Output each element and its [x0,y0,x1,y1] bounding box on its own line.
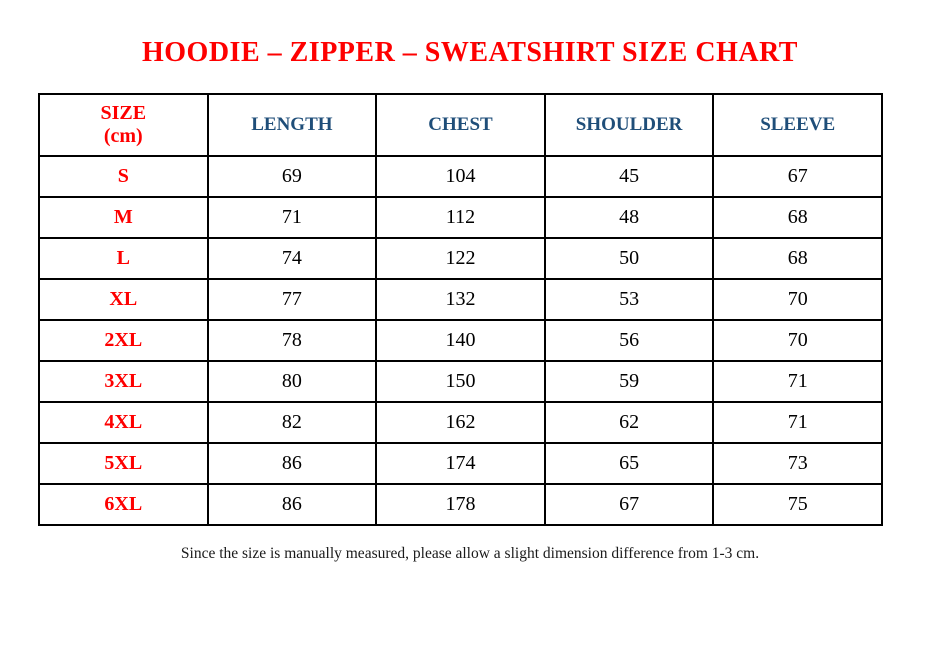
size-label: 4XL [38,400,209,444]
length-value: 78 [206,318,378,362]
size-label: L [38,236,209,280]
length-value: 86 [206,482,378,526]
length-value: 71 [206,195,378,239]
stray-dot: . [477,34,481,49]
page: { "page": { "stray_dot": ".", "title": "… [0,34,940,659]
shoulder-value: 56 [543,318,715,362]
length-value: 86 [206,441,378,485]
chest-value: 140 [375,318,546,362]
shoulder-value: 67 [543,482,715,526]
size-label: 3XL [38,359,209,403]
size-label: 6XL [38,482,209,526]
length-value: 82 [206,400,378,444]
chest-value: 150 [375,359,546,403]
sleeve-value: 73 [712,441,883,485]
sleeve-value: 71 [712,400,883,444]
sleeve-value: 75 [712,482,883,526]
table-row-s: S 69 104 45 67 [38,154,883,198]
length-value: 69 [206,154,378,198]
chest-value: 162 [375,400,546,444]
length-value: 80 [206,359,378,403]
chest-value: 122 [375,236,546,280]
size-header-line1: SIZE [100,101,147,124]
chest-value: 132 [375,277,546,321]
table-row-5xl: 5XL 86 174 65 73 [38,441,883,485]
length-value: 74 [206,236,378,280]
chest-value: 112 [375,195,546,239]
table-row-4xl: 4XL 82 162 62 71 [38,400,883,444]
column-header-sleeve: SLEEVE [712,92,883,157]
sleeve-value: 68 [712,195,883,239]
size-label: XL [38,277,209,321]
header-row: SIZE (cm) LENGTH CHEST SHOULDER SLEEVE [38,92,883,157]
shoulder-value: 48 [543,195,715,239]
sleeve-value: 70 [712,277,883,321]
size-label: 5XL [38,441,209,485]
sleeve-value: 67 [712,154,883,198]
table-row-l: L 74 122 50 68 [38,236,883,280]
table-row-xl: XL 77 132 53 70 [38,277,883,321]
chest-value: 104 [375,154,546,198]
shoulder-value: 53 [543,277,715,321]
shoulder-value: 59 [543,359,715,403]
size-label: S [38,154,209,198]
size-label: 2XL [38,318,209,362]
table-row-m: M 71 112 48 68 [38,195,883,239]
shoulder-value: 50 [543,236,715,280]
table-row-6xl: 6XL 86 178 67 75 [38,482,883,526]
sleeve-value: 70 [712,318,883,362]
column-header-size: SIZE (cm) [38,92,209,157]
size-chart-table: SIZE (cm) LENGTH CHEST SHOULDER SLEEVE S… [38,92,883,526]
sleeve-value: 71 [712,359,883,403]
column-header-chest: CHEST [375,92,546,157]
shoulder-value: 45 [543,154,715,198]
sleeve-value: 68 [712,236,883,280]
chest-value: 174 [375,441,546,485]
chest-value: 178 [375,482,546,526]
column-header-shoulder: SHOULDER [543,92,715,157]
page-title: HOODIE – ZIPPER – SWEATSHIRT SIZE CHART [142,37,798,68]
column-header-length: LENGTH [206,92,378,157]
footnote: Since the size is manually measured, ple… [180,544,760,562]
length-value: 77 [206,277,378,321]
table-row-3xl: 3XL 80 150 59 71 [38,359,883,403]
shoulder-value: 65 [543,441,715,485]
table-row-2xl: 2XL 78 140 56 70 [38,318,883,362]
size-header-line2: (cm) [103,124,143,147]
size-label: M [38,195,209,239]
shoulder-value: 62 [543,400,715,444]
